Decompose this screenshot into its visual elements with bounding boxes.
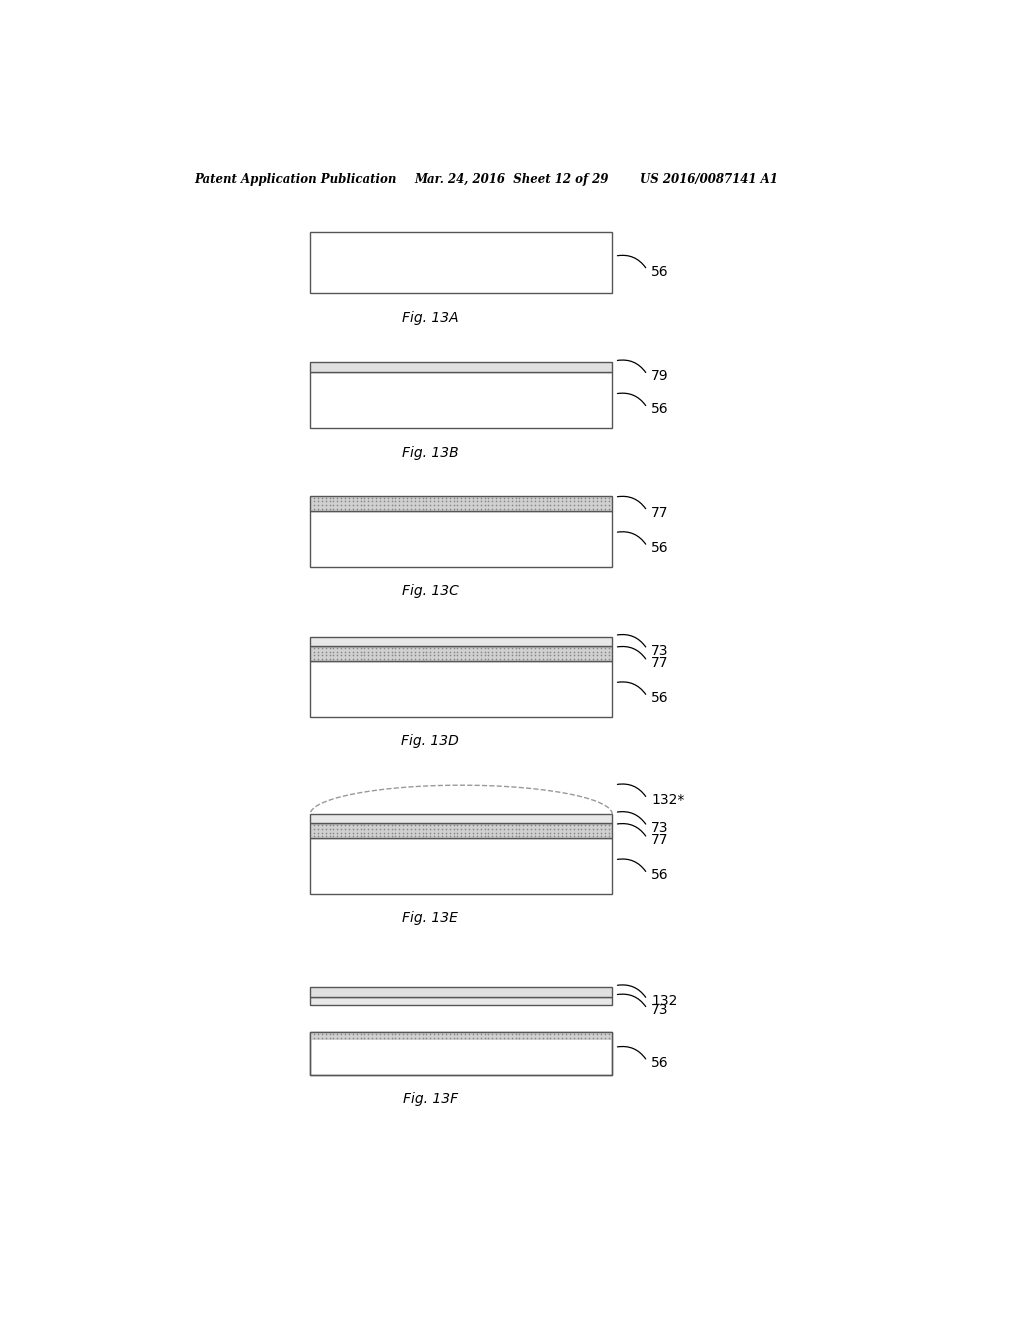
- Bar: [310, 997, 612, 1006]
- Text: 56: 56: [651, 869, 669, 882]
- Text: 56: 56: [651, 403, 669, 416]
- Bar: [310, 362, 612, 372]
- Bar: [310, 372, 612, 428]
- Bar: [310, 1032, 612, 1040]
- Text: 132*: 132*: [651, 793, 684, 808]
- Text: 73: 73: [651, 1003, 669, 1018]
- Text: 56: 56: [651, 692, 669, 705]
- Bar: [310, 822, 612, 838]
- Text: 73: 73: [651, 644, 669, 657]
- Bar: [310, 638, 612, 645]
- Text: 56: 56: [651, 264, 669, 279]
- Text: 56: 56: [651, 1056, 669, 1069]
- Text: Fig. 13B: Fig. 13B: [402, 446, 459, 459]
- Bar: [310, 496, 612, 511]
- Text: Fig. 13A: Fig. 13A: [402, 310, 459, 325]
- Text: Fig. 13F: Fig. 13F: [402, 1093, 458, 1106]
- Bar: [310, 1032, 612, 1074]
- Bar: [310, 231, 612, 293]
- Bar: [310, 511, 612, 566]
- Bar: [310, 838, 612, 894]
- Text: 132: 132: [651, 994, 678, 1008]
- Bar: [310, 661, 612, 717]
- Text: 79: 79: [651, 370, 669, 383]
- Text: US 2016/0087141 A1: US 2016/0087141 A1: [640, 173, 777, 186]
- Bar: [310, 814, 612, 822]
- Text: Mar. 24, 2016  Sheet 12 of 29: Mar. 24, 2016 Sheet 12 of 29: [415, 173, 609, 186]
- Text: 77: 77: [651, 656, 669, 669]
- Text: Fig. 13E: Fig. 13E: [402, 911, 458, 925]
- Bar: [310, 1032, 612, 1074]
- Text: 56: 56: [651, 541, 669, 554]
- Text: Fig. 13C: Fig. 13C: [401, 585, 459, 598]
- Text: Patent Application Publication: Patent Application Publication: [194, 173, 396, 186]
- Text: Fig. 13D: Fig. 13D: [401, 734, 459, 748]
- Text: 73: 73: [651, 821, 669, 836]
- Text: 77: 77: [651, 833, 669, 847]
- Bar: [310, 987, 612, 997]
- Bar: [310, 645, 612, 661]
- Text: 77: 77: [651, 506, 669, 520]
